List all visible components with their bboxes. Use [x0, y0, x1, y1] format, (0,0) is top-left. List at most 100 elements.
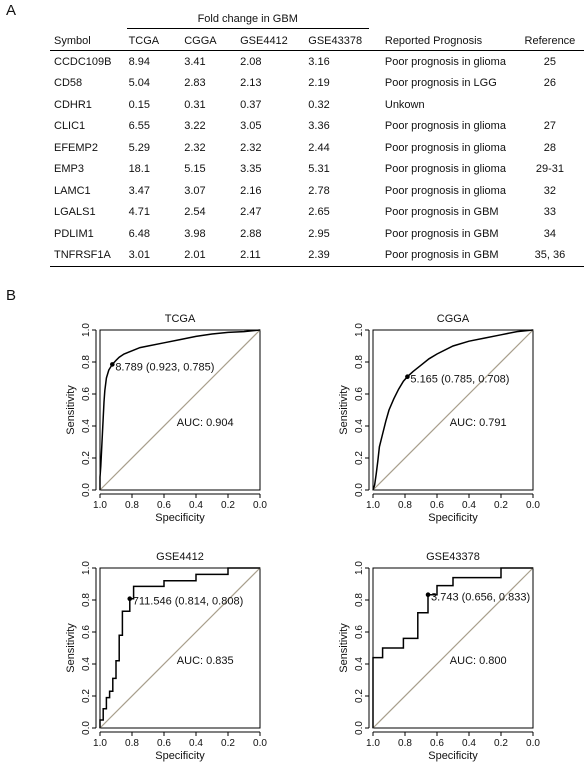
table-spacer — [375, 10, 516, 32]
col-cgga-cell: 2.54 — [184, 206, 206, 219]
panel-label-b: B — [6, 287, 17, 304]
y-tick-label: 0.0 — [354, 721, 365, 735]
col-tcga-cell: 4.71 — [128, 206, 150, 219]
col-tcga-cell: 5.29 — [128, 141, 150, 154]
y-tick-label: 1.0 — [354, 323, 365, 337]
col-gse43378-cell: 2.78 — [308, 184, 330, 197]
col-gse4412-header: GSE4412 — [236, 32, 305, 51]
col-gse43378-cell: 0.32 — [308, 98, 330, 111]
table-row: CCDC109B 8.94 3.41 2.08 3.16 Poor prognosis i… — [50, 51, 584, 73]
panel-label-a: A — [6, 2, 17, 19]
col-reference-cell: 25 — [543, 55, 557, 68]
y-tick-label: 0.2 — [81, 689, 92, 703]
threshold-point — [405, 374, 410, 380]
col-cgga-cell: 2.32 — [184, 141, 206, 154]
col-cgga-cell: 5.15 — [184, 163, 206, 176]
col-gse4412-cell: 2.11 — [236, 244, 305, 267]
col-reference-cell: 35, 36 — [515, 244, 584, 267]
fold-change-table: Fold change in GBM Symbol TCGA CGGA GSE4412… — [50, 10, 584, 267]
chart-title: GSE43378 — [426, 551, 480, 563]
y-axis-label: Sensitivity — [338, 385, 350, 435]
x-axis-label: Specificity — [155, 750, 205, 762]
table-row: CD58 5.04 2.83 2.13 2.19 Poor prognosis in LG… — [50, 73, 584, 95]
col-reference-header: Reference — [515, 32, 584, 51]
col-gse4412-cell: 2.32 — [240, 141, 262, 154]
x-tick-label: 0.6 — [157, 738, 171, 749]
threshold-label: 711.546 (0.814, 0.808) — [133, 596, 244, 608]
col-tcga-cell: 6.48 — [128, 227, 150, 240]
x-axis-label: Specificity — [428, 750, 478, 762]
col-gse43378-cell: 3.16 — [308, 55, 330, 68]
y-tick-label: 0.6 — [81, 387, 92, 401]
table-spacer — [516, 10, 584, 32]
x-tick-label: 1.0 — [93, 500, 107, 511]
col-tcga-cell: 3.01 — [124, 244, 181, 267]
threshold-label: 3.743 (0.656, 0.833) — [431, 592, 530, 604]
col-reference-cell: 33 — [543, 206, 557, 219]
y-tick-label: 1.0 — [81, 561, 92, 575]
x-tick-label: 1.0 — [366, 738, 380, 749]
col-reference-cell — [516, 94, 584, 116]
y-tick-label: 0.0 — [81, 483, 92, 497]
chart-title: TCGA — [165, 313, 196, 325]
col-prognosis-cell: Poor prognosis in LGG — [384, 77, 497, 90]
col-tcga-cell: 0.15 — [128, 98, 150, 111]
roc-curve — [99, 329, 261, 490]
col-cgga-cell: 2.01 — [180, 244, 237, 267]
chart-title: GSE4412 — [156, 551, 204, 563]
col-tcga-cell: 18.1 — [128, 163, 150, 176]
table-row: PDLIM1 6.48 3.98 2.88 2.95 Poor prognosis in … — [50, 223, 584, 245]
col-symbol-cell: CCDC109B — [54, 55, 112, 68]
x-tick-label: 0.8 — [125, 500, 139, 511]
col-gse4412-cell: 2.08 — [240, 55, 262, 68]
plot-frame — [99, 329, 261, 491]
col-cgga-header: CGGA — [180, 32, 237, 51]
col-symbol-cell: CLIC1 — [54, 120, 86, 133]
x-tick-label: 0.4 — [462, 500, 476, 511]
y-tick-label: 1.0 — [354, 561, 365, 575]
y-tick-label: 0.2 — [81, 451, 92, 465]
threshold-point — [127, 596, 133, 602]
col-symbol-cell: CDHR1 — [54, 98, 92, 111]
roc-curve — [372, 567, 533, 728]
col-tcga-cell: 8.94 — [128, 55, 150, 68]
x-tick-label: 1.0 — [93, 738, 107, 749]
threshold-label: 5.165 (0.785, 0.708) — [410, 374, 509, 386]
x-tick-label: 0.8 — [398, 500, 412, 511]
col-tcga-cell: 5.04 — [128, 77, 150, 90]
col-symbol-cell: CD58 — [54, 77, 83, 90]
col-prognosis-cell: Poor prognosis in glioma — [384, 141, 506, 154]
col-cgga-cell: 0.31 — [184, 98, 206, 111]
col-prognosis-header: Reported Prognosis — [374, 32, 516, 51]
col-prognosis-cell: Poor prognosis in GBM — [374, 244, 516, 267]
threshold-point — [110, 362, 115, 367]
x-tick-label: 0.0 — [526, 738, 540, 749]
table-row: LGALS1 4.71 2.54 2.47 2.65 Poor prognosis in … — [50, 202, 584, 224]
y-tick-label: 0.4 — [81, 419, 92, 433]
roc-plot-tcga: TCGA 1.0 0.8 0.6 0.4 0.2 0.0 0.0 0.2 0.4 0.6 0.8 1.0… — [65, 313, 267, 524]
col-gse4412-cell: 2.47 — [240, 206, 262, 219]
col-reference-cell: 27 — [543, 120, 557, 133]
roc-curve — [372, 329, 534, 491]
col-prognosis-cell: Poor prognosis in glioma — [384, 184, 506, 197]
x-tick-label: 0.8 — [398, 738, 412, 749]
chart-title: CGGA — [437, 313, 470, 325]
col-tcga-cell: 3.47 — [128, 184, 150, 197]
y-tick-label: 0.8 — [354, 355, 365, 369]
roc-plot-gse4412: GSE4412 1.0 0.8 0.6 0.4 0.2 0.0 0.0 0.2 0.4 0.6 0.8… — [65, 551, 267, 762]
table-row: CLIC1 6.55 3.22 3.05 3.36 Poor prognosis in g… — [50, 116, 584, 138]
auc-label: AUC: 0.791 — [450, 417, 507, 429]
y-tick-label: 0.0 — [354, 483, 365, 497]
x-axis-label: Specificity — [428, 512, 478, 524]
x-tick-label: 0.4 — [189, 738, 203, 749]
col-prognosis-cell: Poor prognosis in glioma — [384, 55, 506, 68]
x-tick-label: 0.6 — [430, 500, 444, 511]
reference-diagonal — [99, 567, 261, 729]
y-tick-label: 0.6 — [354, 625, 365, 639]
col-symbol-cell: EMP3 — [54, 163, 84, 176]
y-tick-label: 0.4 — [354, 419, 365, 433]
col-reference-cell: 34 — [543, 227, 557, 240]
col-symbol-cell: LGALS1 — [54, 206, 96, 219]
y-axis-label: Sensitivity — [65, 623, 77, 673]
col-symbol-cell: EFEMP2 — [54, 141, 99, 154]
